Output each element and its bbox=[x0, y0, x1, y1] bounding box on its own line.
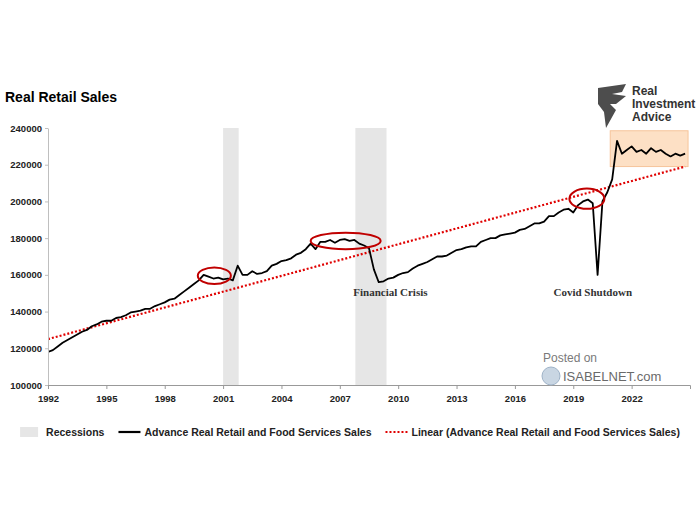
y-tick-label: 140000 bbox=[10, 306, 42, 317]
x-tick-label: 2016 bbox=[505, 393, 526, 404]
chart-svg: Real Retail Sales RealInvestmentAdvice 100… bbox=[0, 0, 700, 530]
logo: RealInvestmentAdvice bbox=[598, 84, 695, 128]
logo-text: Investment bbox=[632, 97, 695, 111]
x-tick: 2001 bbox=[213, 385, 235, 404]
y-tick: 220000 bbox=[10, 159, 48, 170]
annotation: Covid Shutdown bbox=[553, 286, 632, 298]
watermark-text: Posted on bbox=[543, 351, 597, 365]
y-tick-label: 100000 bbox=[10, 380, 42, 391]
x-axis: 1992 1995 1998 2001 2004 2007 2010 2013 2016 2019… bbox=[38, 385, 691, 404]
x-tick: 1995 bbox=[96, 385, 118, 404]
x-tick: 2007 bbox=[330, 385, 351, 404]
x-tick: 2019 bbox=[563, 385, 584, 404]
x-tick-mark bbox=[398, 385, 399, 389]
legend-item: Advance Real Retail and Food Services Sa… bbox=[118, 426, 371, 438]
y-tick-mark bbox=[45, 165, 48, 166]
highlight-ellipses bbox=[198, 189, 605, 284]
logo-text: Real bbox=[632, 84, 657, 98]
y-tick-label: 160000 bbox=[10, 269, 42, 280]
x-tick-mark bbox=[106, 385, 107, 389]
x-tick-label: 2001 bbox=[213, 393, 235, 404]
watermark: Posted on ISABELNET.com bbox=[542, 351, 661, 385]
chart-container: Real Retail Sales RealInvestmentAdvice 100… bbox=[0, 0, 700, 530]
y-tick: 180000 bbox=[10, 233, 48, 244]
x-tick: 1992 bbox=[38, 385, 59, 404]
annotation: Financial Crisis bbox=[353, 286, 428, 298]
y-tick-mark bbox=[45, 128, 48, 129]
legend-swatch bbox=[385, 431, 407, 433]
plot-area bbox=[48, 128, 688, 385]
y-tick: 200000 bbox=[10, 196, 48, 207]
highlight-ellipse bbox=[569, 189, 604, 209]
logo-icon bbox=[598, 84, 626, 128]
x-tick: 1998 bbox=[155, 385, 176, 404]
legend: Recessions Advance Real Retail and Food S… bbox=[20, 426, 680, 438]
x-axis-line bbox=[49, 386, 691, 390]
x-tick-label: 1995 bbox=[96, 393, 118, 404]
y-tick: 120000 bbox=[10, 343, 48, 354]
y-axis: 100000 120000 140000 160000 180000 200000 2200… bbox=[10, 123, 48, 391]
legend-swatch bbox=[118, 431, 140, 433]
x-tick-mark bbox=[515, 385, 516, 389]
recession-band bbox=[223, 128, 239, 385]
x-tick-label: 2022 bbox=[622, 393, 643, 404]
x-tick: 2010 bbox=[388, 385, 409, 404]
data-line bbox=[48, 141, 685, 352]
y-tick-mark bbox=[45, 275, 48, 276]
y-tick-mark bbox=[45, 385, 48, 386]
x-tick-label: 1998 bbox=[155, 393, 176, 404]
highlight-ellipse bbox=[311, 233, 381, 250]
y-tick-label: 180000 bbox=[10, 233, 42, 244]
y-tick: 100000 bbox=[10, 380, 48, 391]
y-tick: 140000 bbox=[10, 306, 48, 317]
trend-line bbox=[48, 167, 685, 340]
legend-item: Linear (Advance Real Retail and Food Ser… bbox=[385, 426, 679, 438]
watermark-globe bbox=[542, 367, 560, 385]
chart-title: Real Retail Sales bbox=[5, 89, 117, 105]
x-tick-mark bbox=[340, 385, 341, 389]
x-tick-label: 2007 bbox=[330, 393, 351, 404]
highlight-box bbox=[610, 131, 688, 167]
y-tick-label: 200000 bbox=[10, 196, 42, 207]
y-tick-mark bbox=[45, 348, 48, 349]
x-tick: 2013 bbox=[446, 385, 467, 404]
x-tick-mark bbox=[457, 385, 458, 389]
y-tick-mark bbox=[45, 312, 48, 313]
x-tick-mark bbox=[573, 385, 574, 389]
legend-label: Linear (Advance Real Retail and Food Ser… bbox=[411, 426, 679, 438]
logo-text: Advice bbox=[632, 110, 672, 124]
y-axis-line bbox=[48, 129, 49, 386]
legend-label: Recessions bbox=[46, 426, 105, 438]
x-tick-label: 2010 bbox=[388, 393, 409, 404]
legend-item: Recessions bbox=[20, 426, 105, 438]
watermark-text: ISABELNET.com bbox=[563, 369, 661, 384]
x-tick-mark bbox=[632, 385, 633, 389]
highlight-ellipse bbox=[198, 268, 231, 285]
y-tick: 240000 bbox=[10, 123, 48, 134]
x-tick-mark bbox=[281, 385, 282, 389]
y-tick-label: 120000 bbox=[10, 343, 42, 354]
x-tick: 2016 bbox=[505, 385, 526, 404]
legend-label: Advance Real Retail and Food Services Sa… bbox=[144, 426, 371, 438]
y-tick-mark bbox=[45, 238, 48, 239]
x-tick-label: 2019 bbox=[563, 393, 584, 404]
y-tick-mark bbox=[45, 201, 48, 202]
x-tick-label: 2004 bbox=[271, 393, 293, 404]
x-tick: 2004 bbox=[271, 385, 293, 404]
x-tick-mark bbox=[48, 385, 49, 389]
x-tick-mark bbox=[223, 385, 224, 389]
legend-swatch bbox=[20, 427, 38, 437]
x-tick-label: 1992 bbox=[38, 393, 59, 404]
x-tick-mark bbox=[165, 385, 166, 389]
y-tick: 160000 bbox=[10, 269, 48, 280]
x-tick-label: 2013 bbox=[446, 393, 467, 404]
y-tick-label: 240000 bbox=[10, 123, 42, 134]
x-tick: 2022 bbox=[622, 385, 643, 404]
y-tick-label: 220000 bbox=[10, 159, 42, 170]
